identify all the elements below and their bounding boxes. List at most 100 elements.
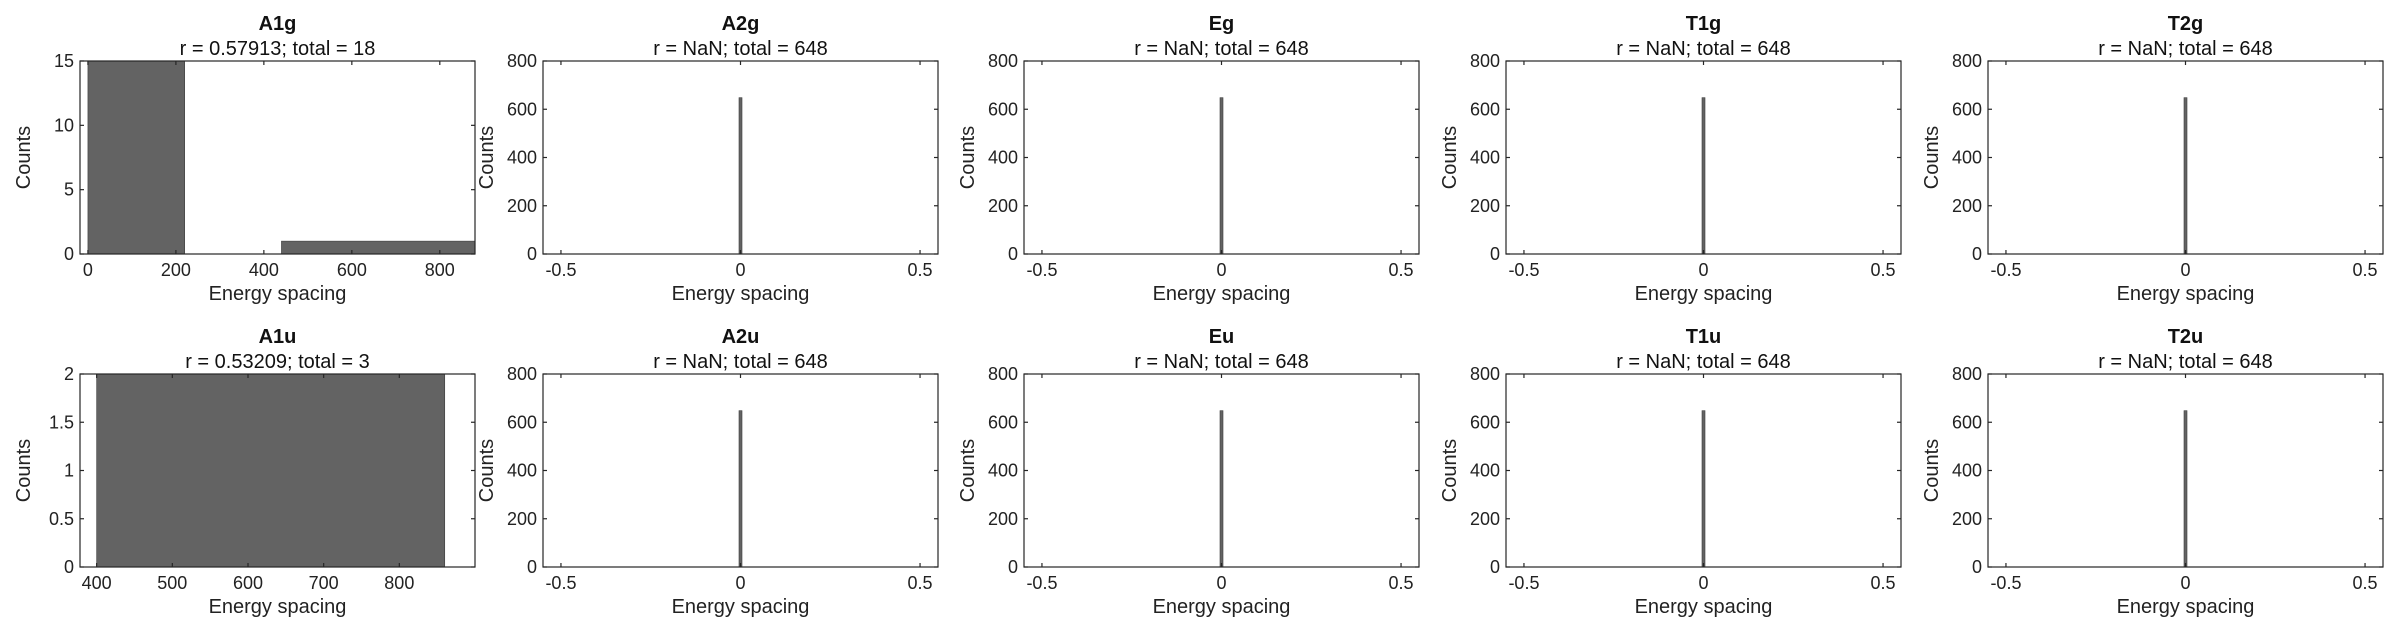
- x-tick-label: 200: [161, 260, 191, 280]
- y-axis-label: Counts: [1439, 439, 1461, 502]
- x-tick-label: 0.5: [1389, 573, 1414, 593]
- y-tick-label: 200: [1470, 509, 1500, 529]
- x-tick-label: -0.5: [1508, 573, 1539, 593]
- x-tick-label: 400: [249, 260, 279, 280]
- panel-title: T2u: [2168, 326, 2204, 348]
- y-tick-label: 400: [988, 461, 1018, 481]
- x-tick-label: 0: [1698, 260, 1708, 280]
- panel-subtitle: r = NaN; total = 648: [1616, 351, 1791, 373]
- panel-t1u: -0.5 0 0.5 0 200 400 600 800 T1u r = NaN; total =…: [1439, 326, 1902, 618]
- histogram-bar: [738, 97, 743, 255]
- y-axis-label: Counts: [1921, 439, 1943, 502]
- x-axis-label: Energy spacing: [209, 596, 347, 618]
- axes-frame: [79, 60, 476, 255]
- panel-title: A1g: [259, 13, 297, 35]
- x-tick-label: -0.5: [1508, 260, 1539, 280]
- panel-title: A2u: [722, 326, 760, 348]
- x-tick-label: 600: [233, 573, 263, 593]
- y-tick-label: 200: [507, 509, 537, 529]
- histogram-bar: [738, 410, 743, 568]
- panel-subtitle: r = 0.53209; total = 3: [185, 351, 370, 373]
- x-tick-label: -0.5: [545, 573, 576, 593]
- y-tick-label: 400: [507, 148, 537, 168]
- histogram-bar: [96, 373, 446, 568]
- x-tick-label: 0.5: [1389, 260, 1414, 280]
- x-tick-label: 0: [1216, 573, 1226, 593]
- x-tick-label: -0.5: [1990, 260, 2021, 280]
- y-tick-label: 400: [1470, 148, 1500, 168]
- x-tick-label: 0: [2180, 260, 2190, 280]
- x-tick-label: -0.5: [545, 260, 576, 280]
- y-tick-label: 0: [1972, 557, 1982, 577]
- y-tick-label: 600: [1470, 412, 1500, 432]
- panel-t1g: -0.5 0 0.5 0 200 400 600 800 T1g r = NaN; total =…: [1439, 13, 1902, 305]
- x-tick-label: 0: [83, 260, 93, 280]
- x-tick-label: 800: [425, 260, 455, 280]
- x-axis-label: Energy spacing: [209, 283, 347, 305]
- x-tick-label: 600: [337, 260, 367, 280]
- x-tick-label: 0.5: [2353, 260, 2378, 280]
- panel-subtitle: r = NaN; total = 648: [2098, 351, 2273, 373]
- panel-a2g: -0.5 0 0.5 0 200 400 600 800 A2g r = NaN; total =…: [476, 13, 939, 305]
- y-tick-label: 0: [64, 244, 74, 264]
- y-tick-label: 600: [507, 99, 537, 119]
- panel-title: Eu: [1209, 326, 1235, 348]
- y-axis-label: Counts: [957, 439, 979, 502]
- x-axis-label: Energy spacing: [1635, 596, 1773, 618]
- panel-a1g: 0 200 400 600 800 0 5 10 15 A1g r = 0.57913; total…: [13, 13, 476, 305]
- histogram-bar: [2183, 97, 2188, 255]
- y-tick-label: 200: [988, 509, 1018, 529]
- y-axis-label: Counts: [1921, 126, 1943, 189]
- y-tick-label: 800: [1952, 51, 1982, 71]
- y-tick-label: 0: [1490, 557, 1500, 577]
- panel-title: T1u: [1686, 326, 1722, 348]
- y-tick-label: 0: [1972, 244, 1982, 264]
- panel-title: Eg: [1209, 13, 1235, 35]
- panel-subtitle: r = NaN; total = 648: [2098, 38, 2273, 60]
- x-axis-label: Energy spacing: [1153, 596, 1291, 618]
- panel-subtitle: r = NaN; total = 648: [1134, 351, 1309, 373]
- y-tick-label: 0: [1008, 244, 1018, 264]
- panel-subtitle: r = 0.57913; total = 18: [180, 38, 376, 60]
- y-tick-label: 0.5: [49, 509, 74, 529]
- y-tick-label: 400: [988, 148, 1018, 168]
- x-tick-label: 0: [1216, 260, 1226, 280]
- x-tick-label: 0: [2180, 573, 2190, 593]
- histogram-bar: [1701, 97, 1706, 255]
- y-tick-label: 400: [507, 461, 537, 481]
- x-axis-label: Energy spacing: [1153, 283, 1291, 305]
- x-tick-label: 500: [157, 573, 187, 593]
- y-tick-label: 10: [54, 115, 74, 135]
- x-tick-label: -0.5: [1026, 260, 1057, 280]
- panel-title: T2g: [2168, 13, 2204, 35]
- y-tick-label: 5: [64, 180, 74, 200]
- x-axis-label: Energy spacing: [2117, 283, 2255, 305]
- y-tick-label: 800: [1470, 364, 1500, 384]
- panel-subtitle: r = NaN; total = 648: [1134, 38, 1309, 60]
- y-axis-label: Counts: [476, 126, 498, 189]
- y-tick-label: 600: [1952, 99, 1982, 119]
- y-tick-label: 200: [1952, 196, 1982, 216]
- panel-subtitle: r = NaN; total = 648: [1616, 38, 1791, 60]
- y-tick-label: 400: [1470, 461, 1500, 481]
- panel-eg: -0.5 0 0.5 0 200 400 600 800 Eg r = NaN; total = …: [957, 13, 1420, 305]
- histogram-bar: [2183, 410, 2188, 568]
- y-tick-label: 800: [988, 364, 1018, 384]
- x-tick-label: 0.5: [908, 260, 933, 280]
- y-tick-label: 0: [64, 557, 74, 577]
- x-tick-label: 0: [1698, 573, 1708, 593]
- x-tick-label: 0.5: [2353, 573, 2378, 593]
- panel-subtitle: r = NaN; total = 648: [653, 38, 828, 60]
- y-axis-label: Counts: [13, 439, 35, 502]
- y-tick-label: 800: [988, 51, 1018, 71]
- y-tick-label: 600: [1952, 412, 1982, 432]
- x-tick-label: -0.5: [1990, 573, 2021, 593]
- y-tick-label: 400: [1952, 461, 1982, 481]
- panel-title: A2g: [722, 13, 760, 35]
- y-tick-label: 600: [988, 99, 1018, 119]
- y-tick-label: 1: [64, 461, 74, 481]
- x-axis-label: Energy spacing: [1635, 283, 1773, 305]
- x-tick-label: 0.5: [1871, 573, 1896, 593]
- y-tick-label: 1.5: [49, 412, 74, 432]
